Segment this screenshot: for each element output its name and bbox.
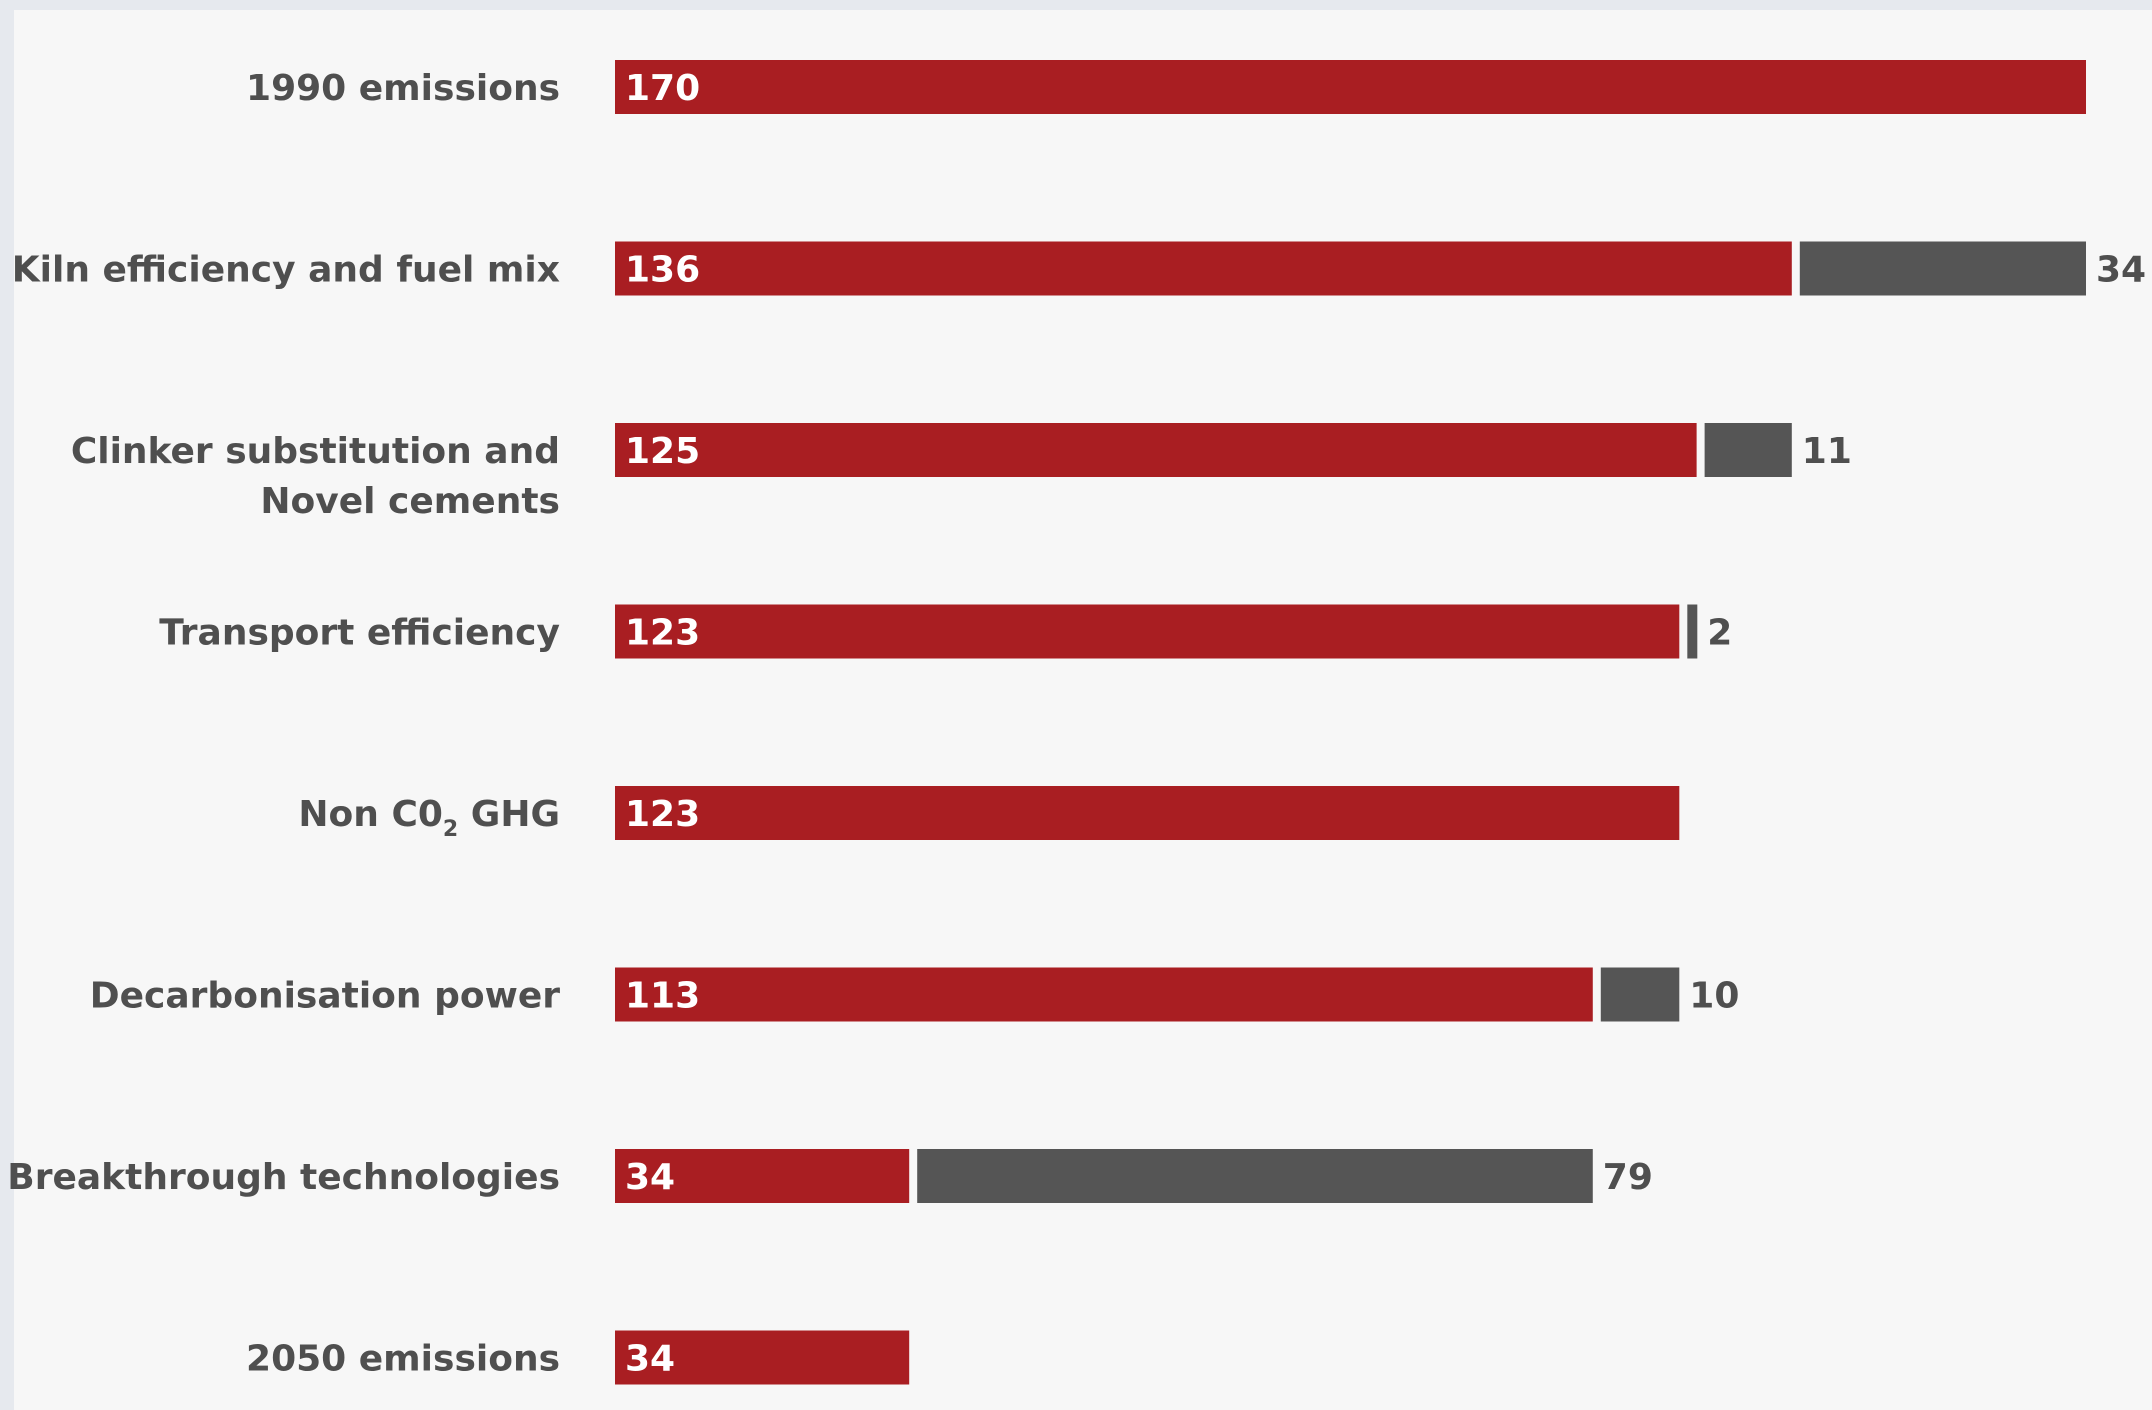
bar-value-label: 170 <box>625 68 700 109</box>
reduction-value-label: 10 <box>1689 976 1739 1017</box>
category-label: 2050 emissions <box>246 1339 560 1380</box>
bar-segment-remaining <box>615 241 1792 296</box>
reduction-value-label: 2 <box>1707 613 1732 654</box>
bar-value-label: 136 <box>625 250 700 291</box>
bar-segment-remaining <box>615 423 1697 477</box>
bar-value-label: 123 <box>625 794 700 835</box>
category-label: Transport efficiency <box>159 613 560 654</box>
bar-value-label: 113 <box>625 976 700 1017</box>
bar-value-label: 123 <box>625 613 700 654</box>
bar-segment-reduction <box>917 1149 1593 1203</box>
bar-value-label: 34 <box>625 1157 675 1198</box>
bar-segment-remaining <box>615 786 1680 840</box>
category-label: Kiln efficiency and fuel mix <box>12 250 560 291</box>
bar-segment-remaining <box>615 604 1680 659</box>
category-label: Breakthrough technologies <box>7 1157 560 1198</box>
bar-segment-reduction <box>1600 967 1680 1022</box>
bar-segment-remaining <box>615 1330 910 1385</box>
reduction-value-label: 79 <box>1603 1157 1653 1198</box>
bar-segment-reduction <box>1799 241 2086 296</box>
bar-segment-remaining <box>615 60 2086 114</box>
category-label: 1990 emissions <box>246 68 560 109</box>
category-label: Non C02 GHG <box>298 794 560 842</box>
category-label: Decarbonisation power <box>90 976 560 1017</box>
reduction-value-label: 11 <box>1802 431 1852 472</box>
category-label: Clinker substitution and <box>71 431 560 472</box>
category-label: Novel cements <box>260 481 560 522</box>
bar-segment-reduction <box>1704 423 1792 477</box>
category-label-part: Non C0 <box>298 794 443 835</box>
bar-value-label: 125 <box>625 431 700 472</box>
bar-segment-remaining <box>615 1149 910 1203</box>
category-label-part: GHG <box>458 794 560 835</box>
bar-segment-remaining <box>615 967 1593 1022</box>
category-label-subscript: 2 <box>443 817 458 842</box>
bar-segment-reduction <box>1687 604 1698 659</box>
bar-value-label: 34 <box>625 1339 675 1380</box>
reduction-value-label: 34 <box>2096 250 2146 291</box>
